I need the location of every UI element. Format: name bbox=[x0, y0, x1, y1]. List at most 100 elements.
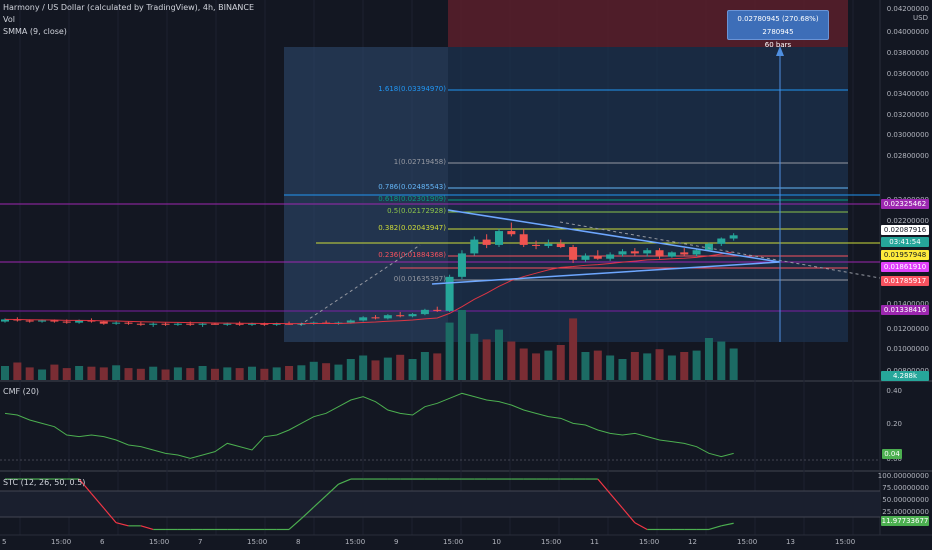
volume-bar bbox=[445, 322, 454, 380]
stc-axis-tick: 50.00000000 bbox=[882, 496, 929, 504]
fib-label: 0.618(0.02301909) bbox=[378, 195, 446, 203]
chart-title[interactable]: Harmony / US Dollar (calculated by Tradi… bbox=[3, 3, 255, 12]
volume-bar bbox=[507, 341, 516, 380]
time-axis-label: 15:00 bbox=[639, 538, 660, 546]
time-axis-label: 15:00 bbox=[247, 538, 268, 546]
volume-bar bbox=[198, 366, 207, 380]
stc-line bbox=[103, 507, 117, 524]
time-axis-label: 12 bbox=[688, 538, 697, 546]
stc-line bbox=[634, 522, 648, 531]
cmf-value-tag: 0.04 bbox=[882, 449, 902, 459]
volume-bar bbox=[532, 353, 541, 380]
candle-body bbox=[507, 231, 516, 235]
price-axis-tick: 0.03200000 bbox=[886, 111, 929, 119]
candle-body bbox=[124, 322, 133, 324]
volume-bar bbox=[161, 369, 170, 380]
volume-bar bbox=[346, 359, 355, 380]
time-axis-label: 9 bbox=[394, 538, 399, 546]
smma-line bbox=[4, 251, 734, 325]
volume-bar bbox=[50, 364, 59, 380]
volume-bar bbox=[556, 345, 565, 380]
candle-body bbox=[692, 250, 701, 255]
price-axis-tick: 0.01400000 bbox=[886, 300, 929, 308]
candle-body bbox=[569, 247, 578, 260]
stc-legend[interactable]: STC (12, 26, 50, 0.5) bbox=[3, 478, 86, 487]
candle-body bbox=[544, 243, 553, 246]
volume-bar bbox=[149, 366, 158, 380]
candle-body bbox=[161, 323, 170, 325]
stc-line bbox=[313, 495, 327, 508]
stc-line bbox=[300, 506, 315, 520]
volume-bar bbox=[62, 368, 71, 380]
volume-bar bbox=[272, 367, 281, 380]
volume-bar bbox=[581, 352, 590, 380]
time-axis-label: 11 bbox=[590, 538, 599, 546]
cmf-legend[interactable]: CMF (20) bbox=[3, 387, 40, 396]
candle-body bbox=[235, 323, 244, 325]
candle-body bbox=[346, 320, 355, 323]
price-axis-tick: 0.01200000 bbox=[886, 325, 929, 333]
trend-line bbox=[299, 244, 421, 326]
candle-body bbox=[433, 309, 442, 311]
candle-body bbox=[25, 320, 34, 322]
candle-body bbox=[62, 321, 71, 323]
volume-legend[interactable]: Vol bbox=[3, 15, 15, 24]
volume-bar bbox=[680, 352, 689, 380]
time-axis-label: 10 bbox=[492, 538, 501, 546]
stc-axis-tick: 100.00000000 bbox=[877, 472, 929, 480]
cmf-axis-tick: 0.40 bbox=[886, 387, 902, 395]
cmf-axis-tick: 0.00 bbox=[886, 455, 902, 463]
volume-bar bbox=[606, 355, 615, 380]
stc-value-tag: 11.97733677 bbox=[881, 516, 929, 526]
volume-bar bbox=[248, 366, 256, 380]
volume-bar bbox=[495, 329, 503, 380]
candle-body bbox=[667, 252, 676, 257]
trend-line bbox=[559, 221, 881, 279]
time-axis-label: 6 bbox=[100, 538, 105, 546]
volume-bar bbox=[25, 367, 34, 380]
candle-body bbox=[383, 315, 392, 319]
volume-bar bbox=[13, 362, 22, 380]
candle-body bbox=[482, 239, 491, 245]
fib-label: 0(0.01635397) bbox=[393, 275, 446, 283]
volume-bar bbox=[618, 359, 627, 380]
time-axis-label: 8 bbox=[296, 538, 301, 546]
candle-body bbox=[149, 323, 158, 325]
stc-line bbox=[338, 478, 352, 485]
volume-bar bbox=[75, 366, 84, 380]
time-axis-label: 15:00 bbox=[835, 538, 856, 546]
volume-bar bbox=[655, 349, 664, 380]
volume-bar bbox=[38, 369, 47, 380]
smma-legend[interactable]: SMMA (9, close) bbox=[3, 27, 67, 36]
volume-bar bbox=[297, 365, 306, 380]
volume-bar bbox=[433, 353, 442, 380]
measure-tooltip: 0.02780945 (270.68%) 2780945 60 bars bbox=[727, 10, 829, 49]
candle-body bbox=[655, 250, 664, 257]
time-axis-label: 15:00 bbox=[737, 538, 758, 546]
cmf-line bbox=[4, 392, 734, 459]
volume-bar bbox=[729, 348, 738, 380]
price-tag: 0.02325462 bbox=[881, 199, 929, 209]
fib-label: 0.236(0.01884368) bbox=[378, 251, 446, 259]
candle-body bbox=[173, 323, 182, 325]
candle-body bbox=[272, 323, 281, 325]
volume-bar bbox=[396, 354, 405, 380]
volume-bar bbox=[235, 368, 244, 380]
volume-bar bbox=[359, 355, 368, 380]
volume-bar bbox=[544, 350, 553, 380]
cmf-axis-tick: 0.20 bbox=[886, 420, 902, 428]
fib-label: 0.5(0.02172928) bbox=[387, 207, 446, 215]
candle-body bbox=[136, 323, 145, 325]
volume-bar bbox=[643, 353, 652, 380]
volume-bar bbox=[667, 355, 676, 380]
stc-line bbox=[140, 525, 154, 531]
volume-bar bbox=[87, 366, 96, 380]
stc-line bbox=[78, 478, 92, 494]
candle-body bbox=[618, 251, 627, 255]
stc-line bbox=[288, 518, 302, 530]
price-axis-tick: 0.02800000 bbox=[886, 152, 929, 160]
price-tag: 0.01957948 bbox=[881, 250, 929, 260]
candle-body bbox=[593, 255, 602, 259]
candle-body bbox=[285, 323, 294, 325]
